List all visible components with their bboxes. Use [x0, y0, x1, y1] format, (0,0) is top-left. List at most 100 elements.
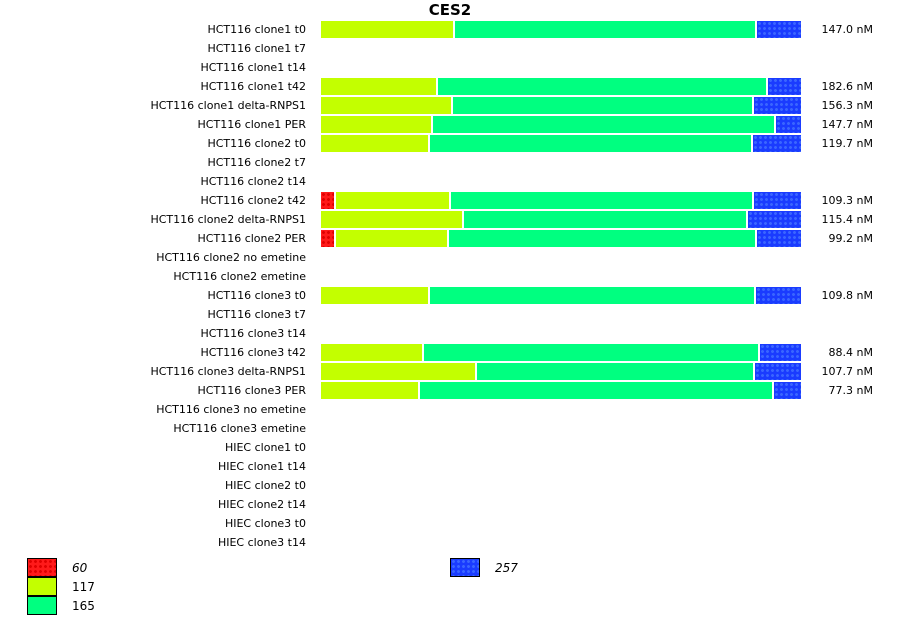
legend-swatch [450, 558, 480, 577]
row-label: HCT116 clone3 t42 [200, 346, 306, 359]
chart-row: HCT116 clone1 t7 [0, 39, 900, 58]
row-label: HCT116 clone3 no emetine [156, 403, 306, 416]
row-label: HIEC clone1 t0 [224, 441, 306, 454]
bar-segment-165 [475, 363, 753, 380]
bar-segment-117 [321, 135, 429, 152]
row-value-label: 109.3 nM [821, 194, 873, 207]
row-label: HCT116 clone1 PER [197, 118, 306, 131]
bar-segment-257 [774, 116, 801, 133]
row-label: HCT116 clone2 no emetine [156, 251, 306, 264]
chart-row: HCT116 clone2 no emetine [0, 248, 900, 267]
stacked-bar [321, 382, 801, 399]
row-value-label: 99.2 nM [828, 232, 873, 245]
bar-segment-165 [417, 382, 773, 399]
row-label: HCT116 clone1 t0 [207, 23, 306, 36]
chart-row: HIEC clone2 t14 [0, 495, 900, 514]
legend-label: 165 [72, 599, 95, 613]
chart-row: HCT116 clone1 t0 147.0 nM [0, 20, 900, 39]
stacked-bar [321, 192, 801, 209]
bar-segment-117 [321, 97, 452, 114]
row-value-label: 77.3 nM [828, 384, 873, 397]
row-label: HCT116 clone3 delta-RNPS1 [150, 365, 306, 378]
row-label: HCT116 clone2 emetine [173, 270, 306, 283]
row-label: HIEC clone3 t0 [224, 517, 306, 530]
chart-row: HCT116 clone1 t42 182.6 nM [0, 77, 900, 96]
bar-segment-257 [757, 344, 801, 361]
legend-label: 117 [72, 580, 95, 594]
bar-segment-117 [321, 363, 476, 380]
bar-segment-165 [449, 192, 753, 209]
row-value-label: 147.7 nM [821, 118, 873, 131]
bar-segment-257 [754, 21, 801, 38]
bar-segment-60 [321, 230, 334, 247]
stacked-bar [321, 287, 801, 304]
bar-segment-165 [453, 21, 755, 38]
stacked-bar [321, 135, 801, 152]
stacked-bar [321, 21, 801, 38]
row-value-label: 115.4 nM [821, 213, 873, 226]
row-label: HIEC clone3 t14 [217, 536, 306, 549]
row-label: HCT116 clone2 t7 [207, 156, 306, 169]
bar-segment-117 [321, 287, 429, 304]
legend: 60 117 165 257 [0, 558, 900, 622]
row-label: HCT116 clone3 t0 [207, 289, 306, 302]
row-label: HCT116 clone1 t7 [207, 42, 306, 55]
chart-row: HCT116 clone2 PER 99.2 nM [0, 229, 900, 248]
chart-row: HCT116 clone2 t42 109.3 nM [0, 191, 900, 210]
chart-row: HCT116 clone1 t14 [0, 58, 900, 77]
chart-row: HCT116 clone3 delta-RNPS1 107.7 nM [0, 362, 900, 381]
row-label: HCT116 clone2 t14 [200, 175, 306, 188]
row-label: HCT116 clone2 t0 [207, 137, 306, 150]
bar-segment-117 [321, 116, 431, 133]
chart-row: HCT116 clone3 no emetine [0, 400, 900, 419]
chart-row: HCT116 clone3 emetine [0, 419, 900, 438]
chart-row: HCT116 clone2 emetine [0, 267, 900, 286]
chart-row: HIEC clone3 t14 [0, 533, 900, 552]
legend-swatch [27, 558, 57, 577]
row-label: HCT116 clone1 t14 [200, 61, 306, 74]
stacked-bar [321, 78, 801, 95]
bar-segment-117 [321, 211, 463, 228]
bar-segment-117 [321, 21, 453, 38]
row-label: HCT116 clone2 PER [197, 232, 306, 245]
row-value-label: 182.6 nM [821, 80, 873, 93]
stacked-bar [321, 116, 801, 133]
row-value-label: 109.8 nM [821, 289, 873, 302]
row-label: HCT116 clone3 t7 [207, 308, 306, 321]
row-label: HCT116 clone3 emetine [173, 422, 306, 435]
chart-row: HCT116 clone3 PER 77.3 nM [0, 381, 900, 400]
bar-segment-165 [462, 211, 746, 228]
bar-segment-117 [321, 382, 418, 399]
bar-segment-165 [436, 78, 766, 95]
row-value-label: 119.7 nM [821, 137, 873, 150]
bar-segment-257 [752, 97, 801, 114]
row-label: HCT116 clone2 t42 [200, 194, 306, 207]
stacked-bar [321, 363, 801, 380]
bar-segment-117 [333, 192, 450, 209]
chart-title: CES2 [428, 1, 472, 19]
legend-label: 257 [495, 561, 518, 575]
bar-segment-165 [451, 97, 753, 114]
bar-segment-257 [753, 287, 801, 304]
bar-segment-165 [421, 344, 758, 361]
row-label: HIEC clone1 t14 [217, 460, 306, 473]
stacked-bar [321, 97, 801, 114]
row-label: HIEC clone2 t0 [224, 479, 306, 492]
chart-row: HIEC clone1 t14 [0, 457, 900, 476]
chart-row: HIEC clone2 t0 [0, 476, 900, 495]
bar-segment-165 [428, 287, 754, 304]
bar-segment-257 [753, 363, 801, 380]
chart-row: HCT116 clone2 delta-RNPS1 115.4 nM [0, 210, 900, 229]
chart-row: HCT116 clone3 t14 [0, 324, 900, 343]
bar-segment-60 [321, 192, 334, 209]
row-label: HCT116 clone3 t14 [200, 327, 306, 340]
chart-row: HCT116 clone2 t0 119.7 nM [0, 134, 900, 153]
bar-segment-165 [428, 135, 752, 152]
row-value-label: 88.4 nM [828, 346, 873, 359]
bar-segment-257 [765, 78, 801, 95]
row-label: HCT116 clone3 PER [197, 384, 306, 397]
chart-row: HCT116 clone3 t0 109.8 nM [0, 286, 900, 305]
row-value-label: 107.7 nM [821, 365, 873, 378]
bar-segment-165 [430, 116, 775, 133]
chart-row: HCT116 clone2 t14 [0, 172, 900, 191]
